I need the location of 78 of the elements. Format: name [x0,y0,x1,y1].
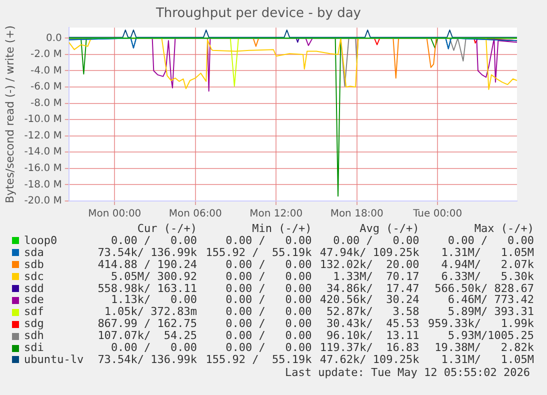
x-tick-label: Mon 18:00 [330,208,384,220]
y-tick-label: -14.0 M [24,146,62,158]
text: 119.37k/ 16.83 [318,341,420,354]
legend-label: sdf [23,305,45,318]
text: 30.43k/ 45.53 [326,317,420,330]
y-tick-label: -10.0 M [24,114,62,126]
text: 132.02k/ 20.00 [318,258,420,271]
text: 0.00 / 0.00 [224,317,312,330]
text: 558.98k/ 163.11 [96,282,198,295]
text: 0.00 / 0.00 [224,305,312,318]
text: 959.33k/ 1.99k [427,317,534,330]
text: 1.31M/ 1.05M [440,352,534,366]
y-tick-label: 0.0 [46,32,62,44]
text: 5.05M/ 300.92 [110,270,198,283]
text: 867.99 / 162.75 [96,317,198,330]
legend-label: ubuntu-lv [23,352,85,366]
text: 1.33M/ 70.17 [332,270,420,283]
text: 0.00 / 0.00 [224,329,312,342]
text: 0.00 / 0.00 [224,234,312,247]
text: Max (-/+) [473,222,534,235]
text: 73.54k/ 136.99k [96,352,198,366]
text: 0.00 / 0.00 [110,234,198,247]
text: 47.62k/ 109.25k [318,352,420,366]
y-tick-label: -20.0 M [24,196,62,207]
y-tick-label: -12.0 M [24,130,62,142]
legend-label: sdg [23,317,45,330]
text: 1.31M/ 1.05M [440,246,534,259]
legend-label: sdc [23,270,45,283]
chart-title: Throughput per device - by day [154,6,362,22]
text: 5.89M/ 393.31 [446,305,534,318]
legend-label: sda [23,246,44,259]
text: 0.00 / 0.00 [224,270,312,283]
text: 0.00 / 0.00 [224,258,312,271]
y-axis-title: Bytes/second read (-) / write (+) [3,25,16,204]
text: 0.00 / 0.00 [224,341,312,354]
text: 34.86k/ 17.47 [326,282,420,295]
text: 47.94k/ 109.25k [318,246,420,259]
text: 107.07k/ 54.25 [96,329,198,342]
y-tick-label: -6.0 M [30,82,62,93]
x-tick-label: Mon 00:00 [88,208,142,220]
text: 19.38M/ 2.82k [434,341,534,354]
legend-label: sdd [23,282,45,295]
text: 0.00 / 0.00 [110,341,198,354]
x-tick-label: Tue 00:00 [412,208,462,220]
text: 52.87k/ 3.58 [326,305,420,318]
y-tick-label: -16.0 M [24,163,62,174]
text: 5.93M/1005.25 [446,329,534,342]
legend-label: sde [23,293,45,306]
text: 1.05k/ 372.83m [103,305,198,318]
text: Last update: Tue May 12 05:55:02 2026 [284,366,530,379]
y-tick-label: -2.0 M [30,49,62,60]
text: 420.56k/ 30.24 [318,293,420,306]
text: 155.92 / 55.19k [204,352,312,366]
text: 0.00 / 0.00 [332,234,420,247]
text: 566.50k/ 828.67 [434,282,534,295]
text: 1.13k/ 0.00 [110,293,198,306]
x-tick-label: Mon 06:00 [168,208,222,220]
text: 4.94M/ 2.07k [440,258,534,271]
text: Avg (-/+) [358,222,420,235]
text: 0.00 / 0.00 [224,293,312,306]
text: 96.10k/ 13.11 [326,329,420,342]
y-tick-label: -4.0 M [30,65,62,76]
legend-label: sdb [23,258,45,271]
y-tick-label: -8.0 M [30,98,62,109]
legend-label: loop0 [23,234,58,247]
text: 6.46M/ 773.42 [446,293,534,306]
y-tick-label: -18.0 M [24,179,62,190]
text: 0.00 / 0.00 [224,282,312,295]
text: 0.00 / 0.00 [446,234,534,247]
legend-label: sdi [23,341,45,354]
text: Min (-/+) [251,222,312,235]
text: 6.33M/ 5.30k [440,270,534,283]
text: 155.92 / 55.19k [204,246,312,259]
text: Cur (-/+) [136,222,198,235]
legend-label: sdh [23,329,45,342]
text: 73.54k/ 136.99k [96,246,198,259]
text: 414.88 / 190.24 [96,258,198,271]
x-tick-label: Mon 12:00 [250,208,303,220]
